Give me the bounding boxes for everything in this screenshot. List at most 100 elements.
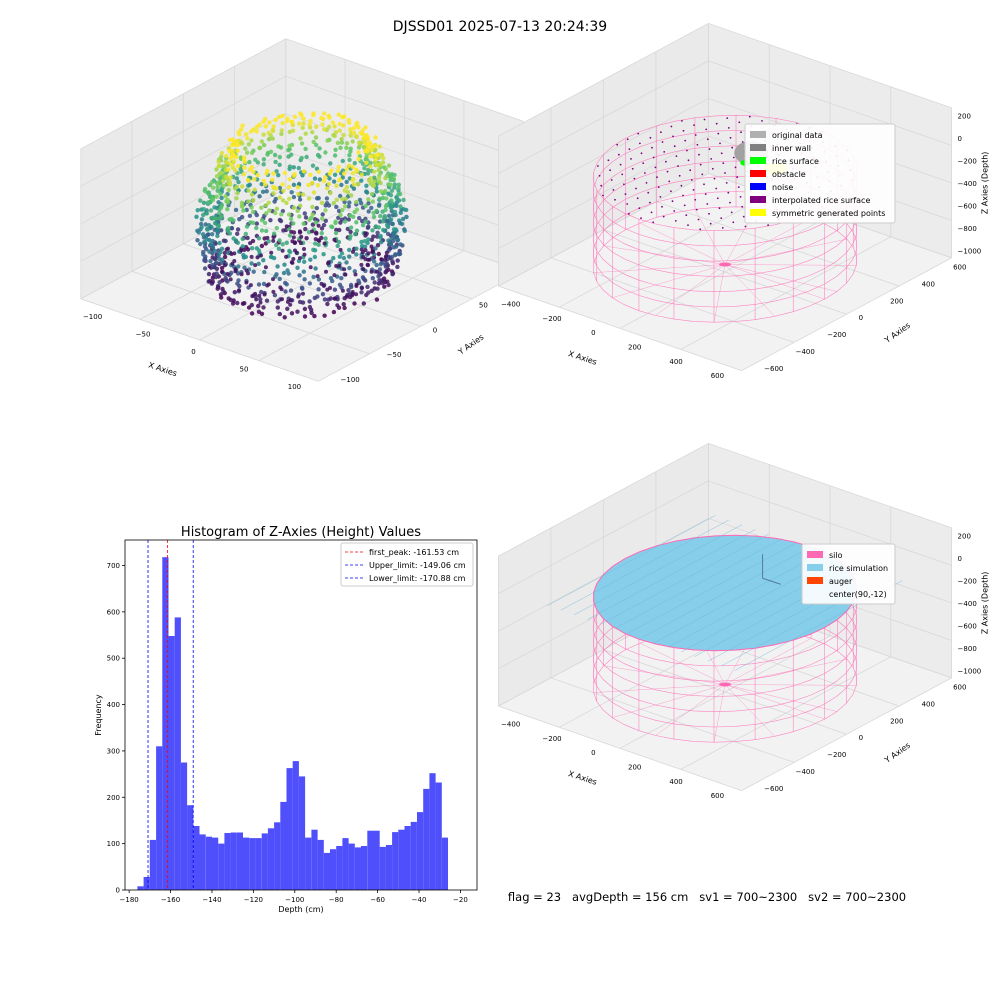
data-point [376, 168, 381, 173]
gridline [498, 480, 952, 594]
data-point [313, 220, 319, 225]
legend-label: rice surface [772, 157, 819, 166]
surface-point [748, 115, 751, 118]
data-point [256, 309, 262, 314]
data-point [311, 139, 316, 145]
surface-point [727, 191, 730, 194]
histogram-bar [224, 833, 231, 890]
data-point [257, 122, 262, 128]
data-point [255, 172, 260, 178]
surface-point [744, 225, 747, 228]
data-point [310, 163, 316, 168]
data-point [373, 246, 378, 251]
data-point [198, 198, 203, 203]
data-point [205, 200, 211, 205]
data-point [219, 195, 224, 201]
data-point [325, 138, 330, 143]
data-point [383, 175, 388, 181]
data-point [269, 250, 274, 255]
data-point [250, 246, 255, 251]
data-point [356, 125, 361, 130]
data-point [256, 248, 262, 253]
data-point [273, 196, 278, 202]
y-tick-label: −50 [387, 351, 402, 359]
data-point [357, 197, 363, 203]
x-axis-label: X Axies [147, 361, 178, 379]
data-point [277, 276, 282, 282]
surface-point [656, 176, 658, 179]
data-point [373, 224, 379, 229]
histogram-bar [423, 788, 430, 890]
data-point [230, 143, 235, 148]
data-point [332, 153, 338, 158]
data-point [360, 275, 366, 280]
data-point [209, 180, 215, 185]
data-point [393, 252, 398, 257]
data-point [226, 246, 230, 251]
histogram-bar [174, 617, 181, 890]
surface-point [682, 194, 684, 197]
data-point [287, 196, 292, 201]
data-point [359, 201, 364, 206]
x-tick-label: −180 [120, 896, 139, 904]
data-point [366, 197, 371, 202]
data-point [331, 179, 337, 184]
data-point [316, 287, 321, 292]
data-point [238, 155, 243, 160]
data-point [239, 127, 244, 132]
data-point [257, 194, 262, 199]
data-point [402, 228, 407, 234]
data-point [289, 119, 294, 124]
surface-point [600, 184, 603, 187]
rice-mesh-line [574, 524, 743, 616]
data-point [388, 193, 394, 198]
data-point [373, 147, 378, 153]
surface-point [670, 125, 673, 128]
surface-point [660, 131, 662, 134]
data-point [250, 209, 256, 215]
data-point [297, 229, 302, 234]
data-point [239, 272, 244, 277]
z-tick-label: −800 [958, 225, 977, 233]
data-point [236, 264, 241, 269]
histogram-bar [429, 773, 436, 890]
data-point [285, 299, 290, 304]
y-axis-label: Y Axies [882, 741, 912, 766]
data-point [346, 288, 351, 293]
data-point [250, 220, 256, 225]
x-axis-label: X Axies [567, 769, 598, 787]
data-point [369, 191, 375, 197]
data-point [206, 271, 212, 277]
surface-point [699, 228, 702, 231]
data-point [281, 188, 286, 193]
silo-floor-line [724, 684, 857, 686]
data-point [342, 204, 348, 209]
data-point [311, 111, 316, 116]
data-point [214, 271, 219, 276]
histogram-bar [392, 832, 399, 890]
gridline [80, 150, 524, 262]
data-point [363, 231, 368, 236]
data-point [282, 170, 288, 176]
silo-floor-line [655, 684, 726, 736]
data-point [307, 217, 312, 222]
data-point [227, 148, 232, 154]
histogram-bar [336, 846, 343, 890]
data-point [223, 163, 228, 169]
data-point [222, 254, 228, 260]
data-point [372, 169, 377, 174]
data-point [319, 200, 325, 206]
histogram-bar [286, 768, 293, 890]
surface-point [624, 193, 627, 196]
data-point [291, 205, 296, 210]
data-point [315, 274, 320, 279]
data-point [332, 237, 337, 242]
silo-floor-line [724, 264, 857, 266]
data-point [332, 133, 337, 139]
data-point [264, 211, 269, 216]
data-point [377, 267, 383, 272]
data-point [234, 176, 240, 181]
data-point [378, 240, 384, 245]
data-point [319, 115, 324, 121]
gridline [258, 100, 465, 361]
